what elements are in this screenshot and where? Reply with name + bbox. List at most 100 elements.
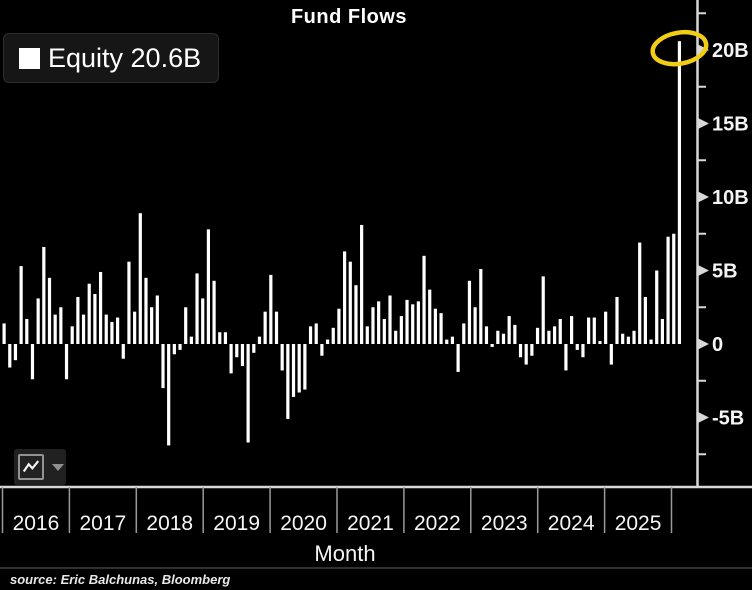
flow-bar: [666, 236, 670, 344]
flow-bar: [467, 280, 472, 344]
flow-bar: [575, 344, 579, 350]
caret-down-icon[interactable]: [52, 463, 64, 471]
flow-bar: [127, 261, 131, 344]
flow-bar: [547, 330, 551, 344]
flow-bar: [13, 344, 18, 361]
flow-bar: [195, 273, 199, 344]
flow-bar: [638, 242, 642, 344]
flow-bar: [643, 296, 647, 344]
flow-bar: [445, 339, 449, 344]
flow-bar: [354, 285, 358, 344]
flow-bar: [365, 326, 369, 344]
highlight-ellipse-annotation: [650, 29, 709, 67]
flow-bar: [133, 311, 137, 344]
flow-bar: [121, 344, 125, 359]
year-label: 2025: [615, 512, 662, 535]
flow-bar: [456, 344, 460, 372]
year-label: 2022: [414, 512, 461, 535]
flow-bar: [47, 277, 52, 344]
x-axis-title: Month: [314, 541, 375, 566]
flow-bar: [411, 304, 415, 344]
flow-bar: [394, 330, 398, 344]
flow-bar: [655, 270, 659, 344]
equity-swatch-icon: [19, 47, 40, 69]
flow-bar: [541, 276, 545, 344]
flow-bar: [348, 261, 352, 344]
flow-bar: [206, 229, 210, 344]
flow-bar: [81, 314, 86, 344]
y-tick-label: -5B: [712, 408, 744, 430]
flow-bar: [212, 280, 216, 344]
flow-bar: [388, 295, 392, 344]
flow-bar: [257, 336, 262, 344]
flow-bar: [552, 326, 557, 344]
flow-bar: [167, 344, 171, 446]
flow-bar: [377, 301, 381, 344]
flow-bar: [240, 344, 245, 367]
flow-bar: [8, 344, 12, 368]
flow-bar: [507, 316, 511, 344]
flow-bar: [64, 344, 69, 380]
year-label: 2024: [548, 512, 595, 535]
flow-bar: [291, 344, 296, 397]
flow-bar: [331, 327, 335, 344]
flow-bar: [36, 298, 40, 344]
flow-bar: [660, 319, 664, 344]
flow-bar: [280, 344, 284, 371]
flow-bar: [462, 323, 466, 344]
flow-bar: [184, 307, 188, 344]
flow-bar: [144, 277, 148, 344]
flow-bar: [263, 311, 267, 344]
flow-bar: [360, 224, 364, 344]
flow-bar: [269, 274, 273, 344]
flow-bar: [87, 283, 91, 344]
flow-bar: [325, 339, 330, 344]
flow-bar: [19, 266, 23, 344]
flow-bar: [246, 344, 250, 443]
chart-title: Fund Flows: [290, 6, 408, 28]
flow-bar: [598, 341, 602, 344]
flow-bar: [399, 316, 403, 344]
flow-bar: [649, 339, 653, 344]
legend-equity[interactable]: Equity 20.6B: [3, 33, 219, 83]
flow-bar: [110, 321, 114, 344]
flow-bar: [524, 344, 528, 365]
y-tick-label: 15B: [712, 114, 749, 136]
flow-bar: [314, 323, 318, 344]
source-bar: source: Eric Balchunas, Bloomberg: [0, 567, 752, 590]
flow-bar: [439, 313, 443, 344]
flow-bar: [53, 314, 57, 344]
flow-bar: [558, 319, 562, 344]
y-major-tick: [697, 411, 709, 424]
flow-bar: [235, 344, 239, 358]
flow-bar: [371, 307, 375, 344]
y-major-tick: [697, 191, 709, 203]
flow-bar: [223, 332, 228, 344]
flow-bar: [59, 307, 63, 344]
flow-bar: [320, 344, 324, 356]
flow-bar: [592, 317, 596, 344]
flow-bar: [286, 344, 290, 419]
y-major-tick: [697, 264, 709, 277]
year-label: 2020: [280, 512, 327, 535]
flow-bar: [405, 299, 409, 344]
year-label: 2017: [79, 512, 126, 535]
chart-type-button[interactable]: [14, 449, 66, 485]
flow-bar: [104, 314, 108, 344]
flow-bar: [672, 233, 676, 344]
y-major-tick: [697, 338, 709, 350]
legend-label: Equity 20.6B: [48, 42, 202, 73]
flow-bar: [433, 308, 437, 344]
flow-bar: [155, 295, 159, 344]
flow-bar: [570, 316, 574, 344]
flow-bar: [2, 323, 6, 344]
flow-bar: [422, 255, 426, 344]
line-chart-icon: [18, 454, 44, 480]
flow-bar: [604, 311, 608, 344]
flow-bar: [530, 344, 534, 356]
y-tick-label: 20B: [712, 40, 749, 62]
flow-bar: [382, 319, 386, 344]
flow-bar: [473, 307, 477, 344]
